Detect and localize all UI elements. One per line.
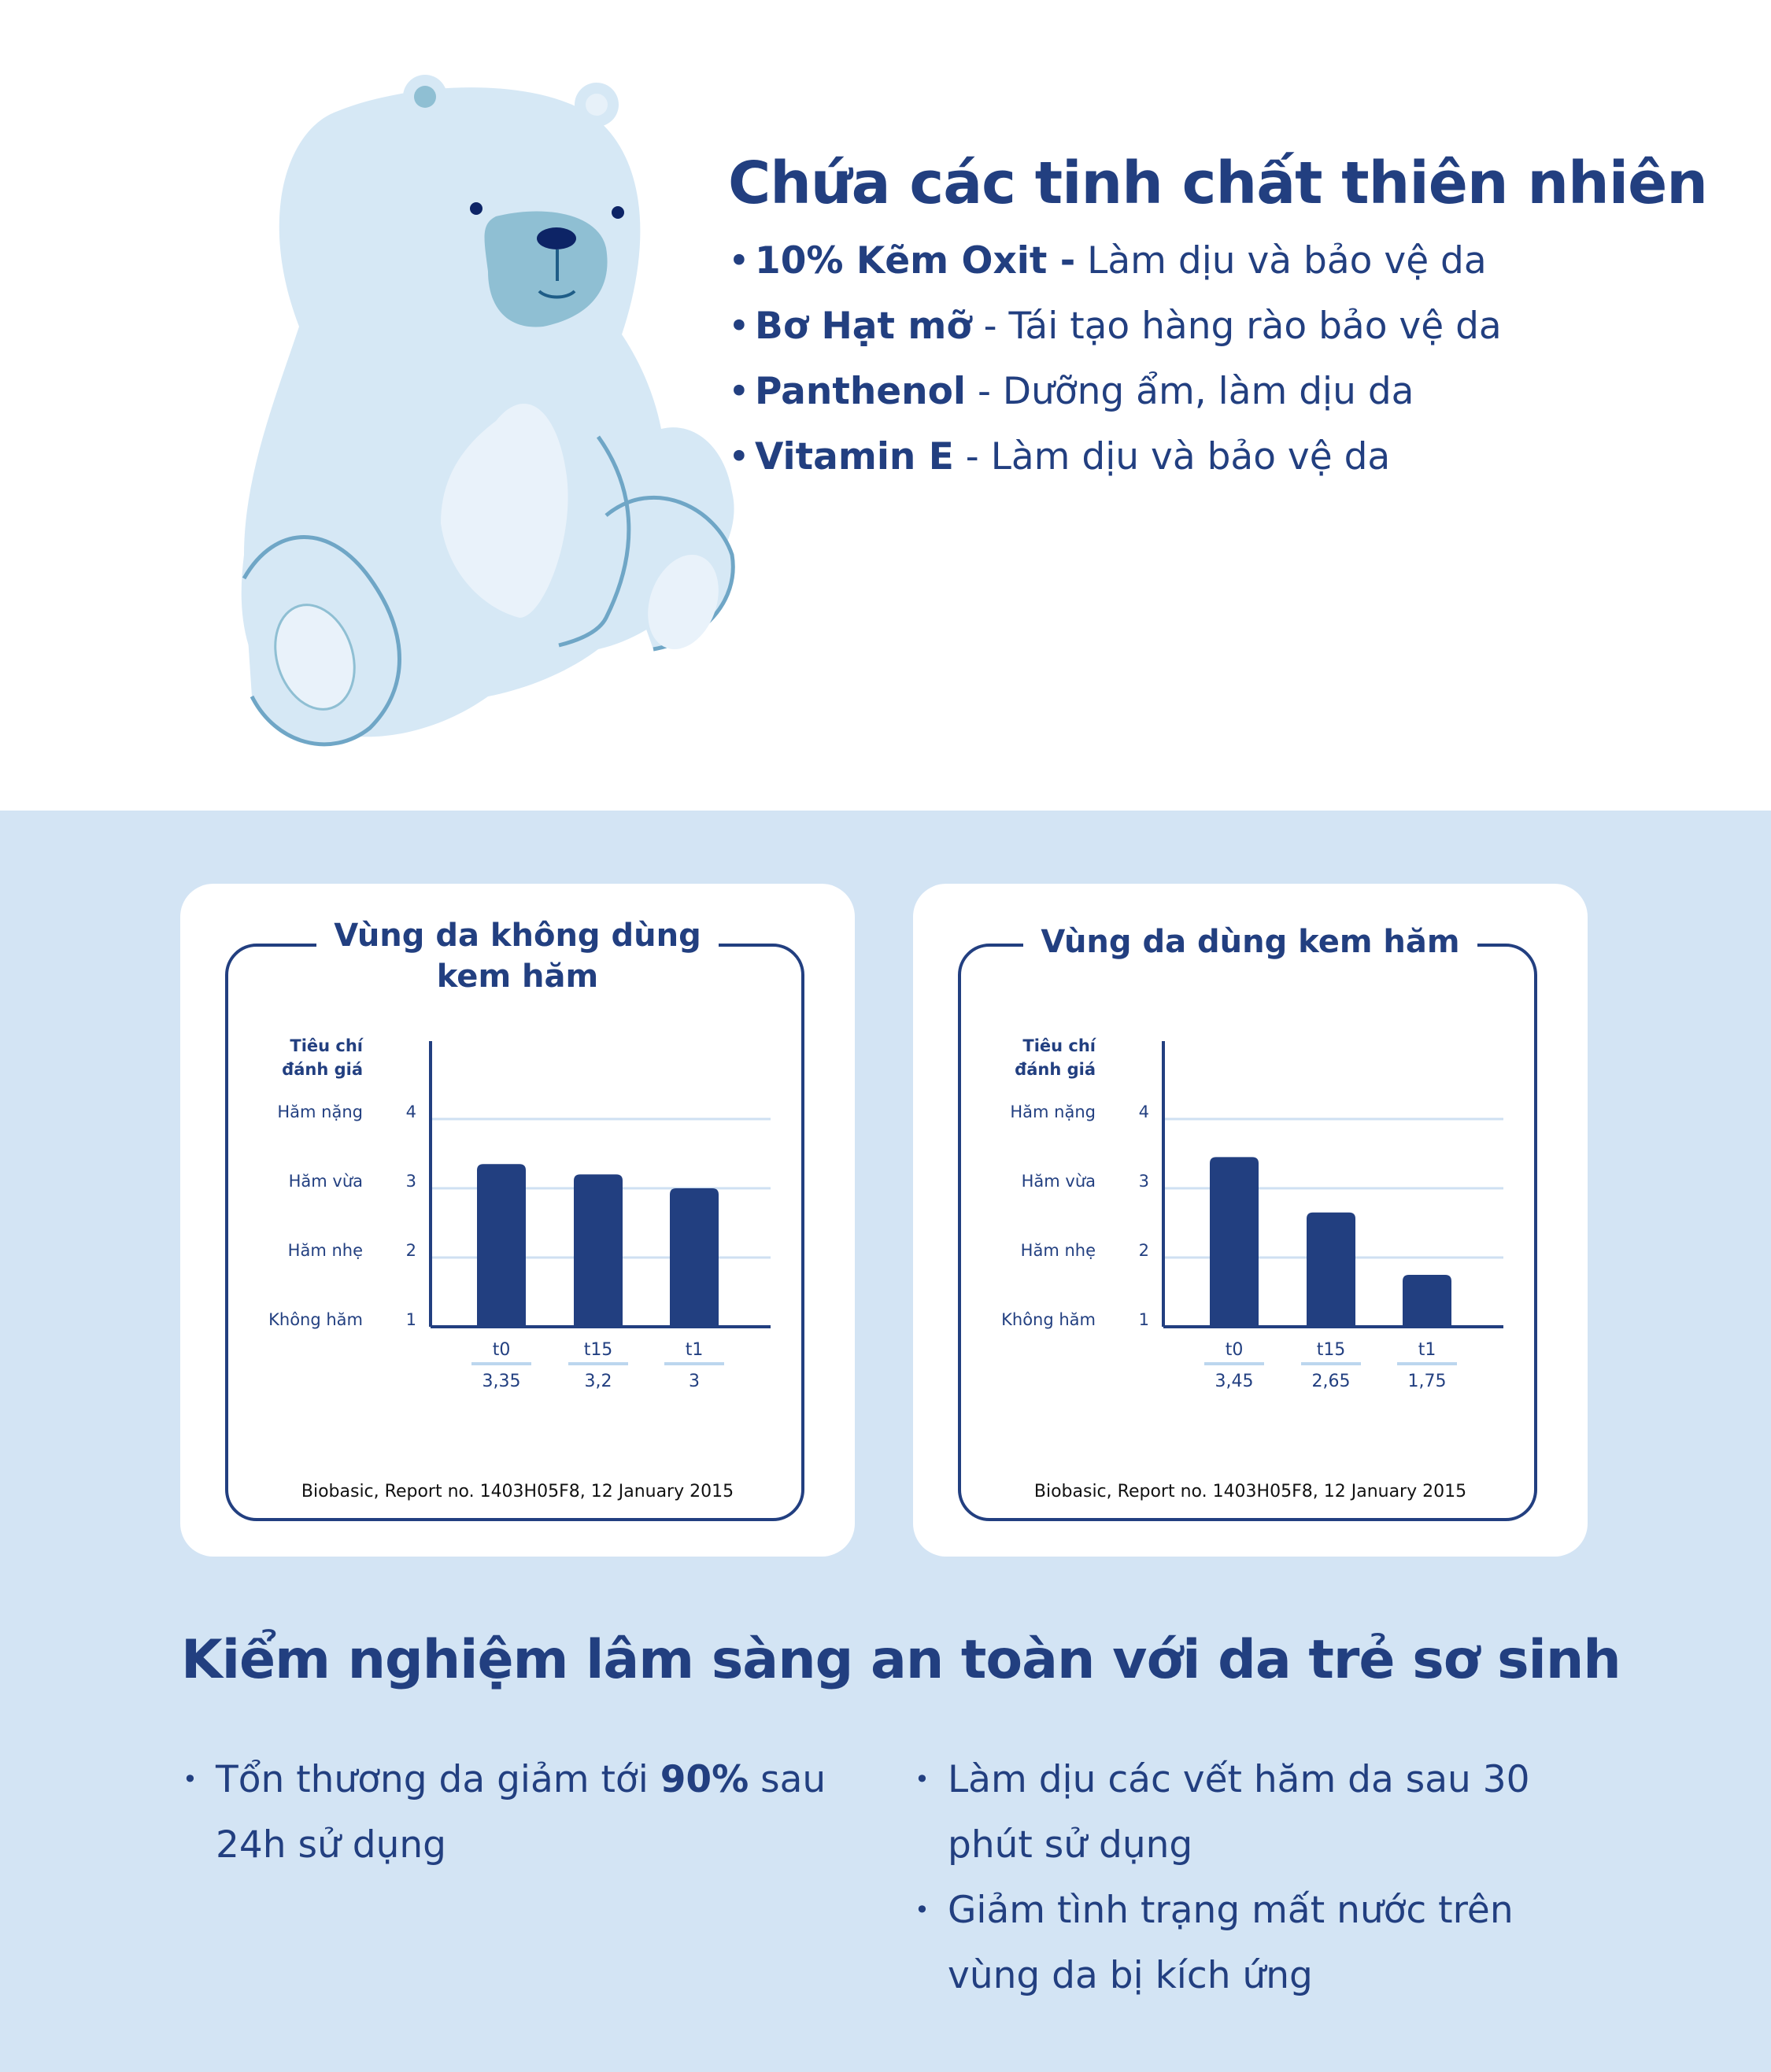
chart-title-line: kem hăm xyxy=(436,956,599,997)
clinical-title: Kiểm nghiệm lâm sàng an toàn với da trẻ … xyxy=(181,1629,1621,1691)
y-tick-label: Hăm nhẹ xyxy=(1021,1241,1096,1260)
y-axis-label: Tiêu chí xyxy=(290,1036,364,1055)
ingredients-title: Chứa các tinh chất thiên nhiên xyxy=(728,150,1708,217)
y-tick-label: Hăm vừa xyxy=(1022,1172,1096,1191)
y-tick-number: 1 xyxy=(406,1310,416,1329)
value-label: 1,75 xyxy=(1408,1372,1447,1391)
bar-chart: 1 Không hăm 2 Hăm nhẹ 3 Hăm vừa 4 Hăm nặng Tiêu … xyxy=(268,1036,771,1391)
chart-source: Biobasic, Report no. 1403H05F8, 12 Janua… xyxy=(1033,1482,1467,1501)
y-tick-number: 2 xyxy=(406,1241,416,1260)
ingredient-desc: - Tái tạo hàng rào bảo vệ da xyxy=(971,305,1502,348)
y-tick-number: 4 xyxy=(406,1102,416,1121)
list-text: sau 24h sử dụng xyxy=(216,1758,826,1867)
top-section: Chứa các tinh chất thiên nhiên • 10% Kẽm … xyxy=(0,0,1771,811)
bar xyxy=(1403,1275,1451,1327)
ingredient-name: Vitamin E xyxy=(755,435,954,478)
list-item: Làm dịu các vết hăm da sau 30 phút sử dụ… xyxy=(915,1747,1560,1878)
chart-title: Vùng da dùng kem hăm xyxy=(913,922,1588,962)
ingredient-desc: Làm dịu và bảo vệ da xyxy=(1075,239,1487,283)
ingredient-name: Bơ Hạt mỡ xyxy=(755,305,972,348)
y-tick-label: Hăm nặng xyxy=(277,1102,363,1121)
bar xyxy=(574,1174,623,1327)
y-axis-label: đánh giá xyxy=(1015,1060,1096,1079)
polar-bear-illustration xyxy=(241,75,735,747)
bar xyxy=(1307,1212,1355,1327)
y-tick-number: 3 xyxy=(406,1172,416,1191)
y-tick-label: Hăm nhẹ xyxy=(288,1241,363,1260)
ingredients-block: Chứa các tinh chất thiên nhiên • 10% Kẽm … xyxy=(728,150,1712,489)
list-text: Tổn thương da giảm tới xyxy=(216,1758,660,1801)
bar xyxy=(1210,1157,1259,1327)
chart-card-without-cream: Vùng da không dùng kem hăm 1 Không hăm 2 Hăm… xyxy=(180,884,855,1557)
y-tick-label: Hăm nặng xyxy=(1010,1102,1096,1121)
value-label: 2,65 xyxy=(1312,1372,1351,1391)
ingredient-desc: - Làm dịu và bảo vệ da xyxy=(953,435,1391,478)
x-tick-label: t15 xyxy=(584,1340,613,1360)
y-tick-number: 4 xyxy=(1139,1102,1149,1121)
y-axis-label: Tiêu chí xyxy=(1022,1036,1096,1055)
list-item: • Vitamin E - Làm dịu và bảo vệ da xyxy=(728,435,1391,478)
y-axis-label: đánh giá xyxy=(282,1060,363,1079)
y-tick-label: Hăm vừa xyxy=(289,1172,363,1191)
chart-title-line: Vùng da dùng kem hăm xyxy=(1023,922,1477,962)
value-label: 3,2 xyxy=(585,1372,612,1391)
chart-title: Vùng da không dùng kem hăm xyxy=(180,915,855,997)
chart-source: Biobasic, Report no. 1403H05F8, 12 Janua… xyxy=(301,1482,734,1501)
bar-chart: 1 Không hăm 2 Hăm nhẹ 3 Hăm vừa 4 Hăm nặng Tiêu … xyxy=(1001,1036,1503,1391)
clinical-list-right: Làm dịu các vết hăm da sau 30 phút sử dụ… xyxy=(915,1747,1560,2008)
x-tick-label: t1 xyxy=(1418,1340,1436,1360)
chart-card-with-cream: Vùng da dùng kem hăm 1 Không hăm 2 Hăm nhẹ 3… xyxy=(913,884,1588,1557)
chart-title-line: Vùng da không dùng xyxy=(334,915,701,956)
list-item: • Bơ Hạt mỡ - Tái tạo hàng rào bảo vệ da xyxy=(728,305,1502,348)
ingredient-name: 10% Kẽm Oxit - xyxy=(755,239,1076,283)
highlight-value: 90% xyxy=(660,1758,749,1801)
ingredients-list: • 10% Kẽm Oxit - Làm dịu và bảo vệ da • Bơ… xyxy=(728,228,1712,489)
y-tick-number: 1 xyxy=(1139,1310,1149,1329)
list-item: • 10% Kẽm Oxit - Làm dịu và bảo vệ da xyxy=(728,239,1487,283)
ingredient-name: Panthenol xyxy=(755,370,967,413)
value-label: 3,45 xyxy=(1215,1372,1254,1391)
x-tick-label: t0 xyxy=(493,1340,511,1360)
y-tick-number: 2 xyxy=(1139,1241,1149,1260)
x-tick-label: t1 xyxy=(686,1340,704,1360)
bar xyxy=(477,1164,526,1327)
clinical-list-left: Tổn thương da giảm tới 90% sau 24h sử dụ… xyxy=(183,1747,828,1878)
value-label: 3 xyxy=(689,1372,700,1391)
list-item: Tổn thương da giảm tới 90% sau 24h sử dụ… xyxy=(183,1747,828,1878)
ingredient-desc: - Dưỡng ẩm, làm dịu da xyxy=(966,370,1414,413)
x-tick-label: t15 xyxy=(1317,1340,1346,1360)
list-item: Giảm tình trạng mất nước trên vùng da bị… xyxy=(915,1878,1560,2008)
x-tick-label: t0 xyxy=(1226,1340,1244,1360)
y-tick-label: Không hăm xyxy=(1001,1310,1096,1329)
y-tick-label: Không hăm xyxy=(268,1310,363,1329)
list-item: • Panthenol - Dưỡng ẩm, làm dịu da xyxy=(728,370,1414,413)
value-label: 3,35 xyxy=(482,1372,521,1391)
bar xyxy=(670,1188,719,1327)
y-tick-number: 3 xyxy=(1139,1172,1149,1191)
